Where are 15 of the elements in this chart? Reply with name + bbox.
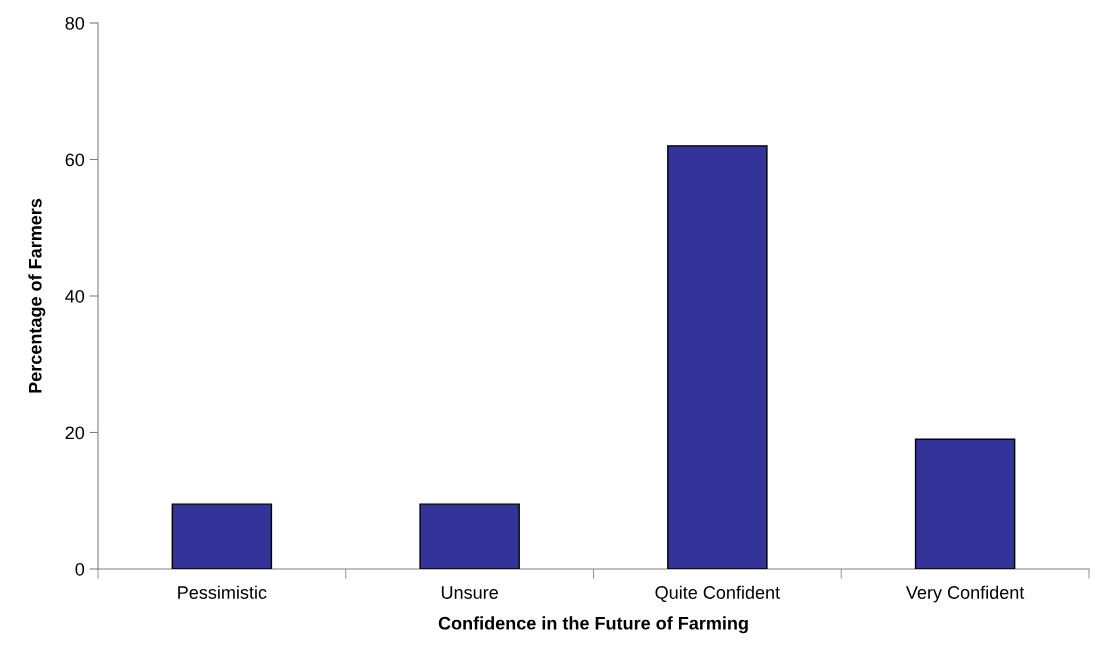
x-tick-label: Quite Confident bbox=[655, 585, 780, 603]
x-tick-label: Unsure bbox=[441, 586, 498, 599]
y-axis-title: Percentage of Farmers bbox=[28, 198, 46, 393]
y-tick-label: 20 bbox=[65, 426, 85, 440]
y-tick-label: 0 bbox=[75, 562, 85, 576]
bar bbox=[667, 145, 768, 569]
y-tick-label: 60 bbox=[65, 153, 85, 167]
x-tick-label: Very Confident bbox=[905, 585, 1025, 603]
bar bbox=[171, 503, 273, 569]
x-tick-label: Pessimistic bbox=[178, 585, 267, 599]
bar bbox=[419, 503, 520, 569]
y-tick-label: 80 bbox=[65, 16, 85, 30]
y-tick-label: 40 bbox=[65, 289, 85, 303]
x-axis-title: Confidence in the Future of Farming bbox=[438, 616, 748, 634]
bar bbox=[914, 438, 1016, 569]
